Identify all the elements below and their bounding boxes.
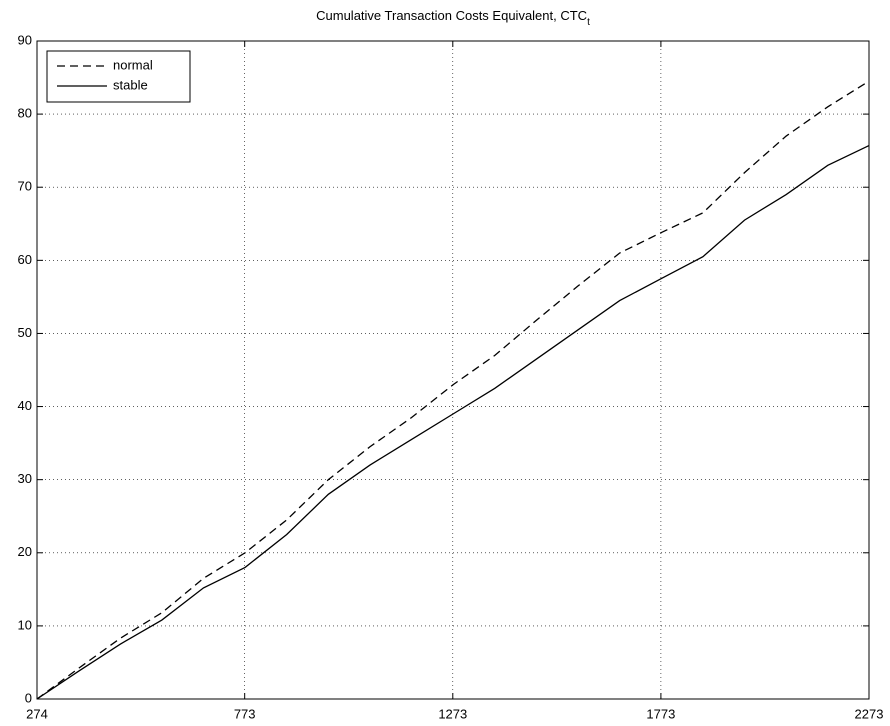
y-tick-label: 80 <box>18 106 32 121</box>
x-tick-label: 773 <box>234 706 256 721</box>
y-tick-label: 20 <box>18 544 32 559</box>
y-tick-label: 0 <box>25 690 32 705</box>
x-tick-label: 2273 <box>855 706 884 721</box>
title-subscript: t <box>587 17 590 28</box>
x-tick-label: 274 <box>26 706 48 721</box>
y-tick-label: 70 <box>18 179 32 194</box>
y-tick-label: 90 <box>18 32 32 47</box>
legend-label: normal <box>113 57 153 72</box>
legend-label: stable <box>113 77 148 92</box>
x-tick-label: 1773 <box>646 706 675 721</box>
legend-box <box>46 50 191 103</box>
y-tick-label: 50 <box>18 325 32 340</box>
chart-title: Cumulative Transaction Costs Equivalent,… <box>316 8 590 27</box>
line-series <box>36 144 870 700</box>
y-tick-label: 30 <box>18 471 32 486</box>
y-tick-label: 10 <box>18 617 32 632</box>
plot-frame <box>36 40 870 700</box>
y-tick-label: 40 <box>18 398 32 413</box>
x-tick-label: 1273 <box>438 706 467 721</box>
title-text: Cumulative Transaction Costs Equivalent,… <box>316 8 587 23</box>
line-series <box>36 80 870 700</box>
y-tick-label: 60 <box>18 252 32 267</box>
